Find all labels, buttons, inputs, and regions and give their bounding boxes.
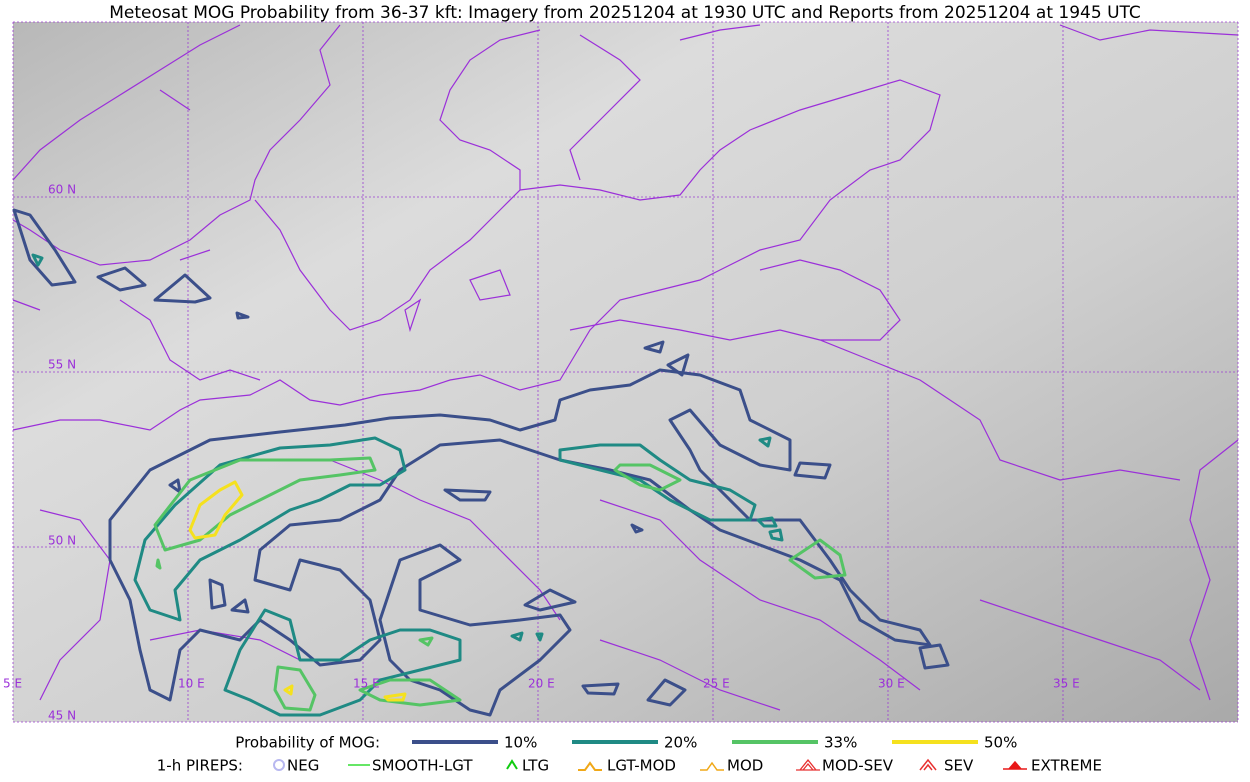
legend-label: 10% [504,734,537,752]
lat-label: 60 N [48,183,76,197]
legend-heading: 1-h PIREPS: [157,757,243,775]
legend-label: 33% [824,734,857,752]
lon-label: 5 E [3,677,22,691]
legend-label: NEG [287,757,319,775]
pirep-icon [273,759,285,771]
graticule [12,21,1239,723]
lon-label: 35 E [1053,677,1080,691]
lon-label: 15 E [353,677,380,691]
legend-label: 50% [984,734,1017,752]
pirep-icon [506,759,518,770]
lon-label: 25 E [703,677,730,691]
title: Meteosat MOG Probability from 36-37 kft:… [109,3,1141,23]
lon-label: 20 E [528,677,555,691]
lat-label: 50 N [48,534,76,548]
pirep-icon [796,758,820,771]
coastlines [12,24,1239,711]
pirep-icon [919,758,937,771]
legend-label: EXTREME [1031,757,1102,775]
lon-label: 10 E [178,677,205,691]
pirep-icon [578,761,602,771]
contours [12,208,950,717]
lat-label: 45 N [48,709,76,723]
legend-label: SEV [944,757,974,775]
legend-label: LTG [522,757,549,775]
legend-label: LGT-MOD [607,757,676,775]
map: 60 N 55 N 50 N 45 N 5 E 10 E 15 E 20 E 25 E 30 E 3… [3,21,1239,723]
legend-label: MOD-SEV [822,757,894,775]
legend-heading: Probability of MOG: [235,734,380,752]
legend-label: MOD [727,757,763,775]
lat-label: 55 N [48,358,76,372]
pirep-icon [1003,760,1027,770]
pirep-icon [700,761,724,771]
legend-label: 20% [664,734,697,752]
legend-label: SMOOTH-LGT [372,757,473,775]
legend: Probability of MOG: 10% 20% 33% 50% 1-h PIREP… [157,734,1102,775]
lon-label: 30 E [878,677,905,691]
